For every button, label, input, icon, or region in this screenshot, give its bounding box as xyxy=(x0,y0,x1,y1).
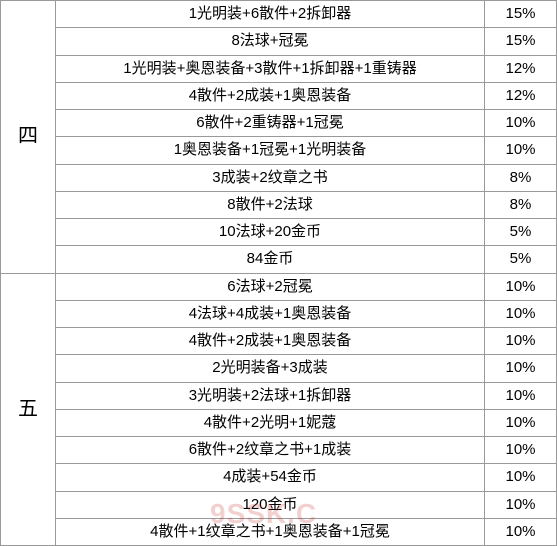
items-cell: 2光明装备+3成装 xyxy=(56,355,485,382)
items-cell: 4法球+4成装+1奥恩装备 xyxy=(56,300,485,327)
tier-cell: 四 xyxy=(1,1,56,274)
pct-cell: 10% xyxy=(485,464,557,491)
pct-cell: 5% xyxy=(485,219,557,246)
pct-cell: 10% xyxy=(485,110,557,137)
pct-cell: 10% xyxy=(485,273,557,300)
items-cell: 1光明装+6散件+2拆卸器 xyxy=(56,1,485,28)
pct-cell: 12% xyxy=(485,55,557,82)
items-cell: 4散件+2成装+1奥恩装备 xyxy=(56,328,485,355)
table-row: 6散件+2重铸器+1冠冕10% xyxy=(1,110,557,137)
pct-cell: 10% xyxy=(485,437,557,464)
table-row: 1光明装+奥恩装备+3散件+1拆卸器+1重铸器12% xyxy=(1,55,557,82)
table-body: 四1光明装+6散件+2拆卸器15%8法球+冠冕15%1光明装+奥恩装备+3散件+… xyxy=(1,1,557,546)
pct-cell: 10% xyxy=(485,382,557,409)
pct-cell: 8% xyxy=(485,191,557,218)
table-row: 五6法球+2冠冕10% xyxy=(1,273,557,300)
pct-cell: 10% xyxy=(485,518,557,545)
pct-cell: 15% xyxy=(485,1,557,28)
items-cell: 1奥恩装备+1冠冕+1光明装备 xyxy=(56,137,485,164)
table-row: 84金币5% xyxy=(1,246,557,273)
items-cell: 8散件+2法球 xyxy=(56,191,485,218)
pct-cell: 5% xyxy=(485,246,557,273)
table-row: 3光明装+2法球+1拆卸器10% xyxy=(1,382,557,409)
pct-cell: 8% xyxy=(485,164,557,191)
items-cell: 4散件+2成装+1奥恩装备 xyxy=(56,82,485,109)
items-cell: 120金币 xyxy=(56,491,485,518)
items-cell: 10法球+20金币 xyxy=(56,219,485,246)
items-cell: 8法球+冠冕 xyxy=(56,28,485,55)
table-row: 4散件+2光明+1妮蔻10% xyxy=(1,409,557,436)
table-row: 6散件+2纹章之书+1成装10% xyxy=(1,437,557,464)
pct-cell: 10% xyxy=(485,409,557,436)
pct-cell: 12% xyxy=(485,82,557,109)
items-cell: 4散件+2光明+1妮蔻 xyxy=(56,409,485,436)
table-row: 120金币10% xyxy=(1,491,557,518)
items-cell: 4成装+54金币 xyxy=(56,464,485,491)
drop-table: 四1光明装+6散件+2拆卸器15%8法球+冠冕15%1光明装+奥恩装备+3散件+… xyxy=(0,0,557,546)
table-row: 10法球+20金币5% xyxy=(1,219,557,246)
items-cell: 3成装+2纹章之书 xyxy=(56,164,485,191)
table-row: 4法球+4成装+1奥恩装备10% xyxy=(1,300,557,327)
items-cell: 84金币 xyxy=(56,246,485,273)
table-row: 4散件+1纹章之书+1奥恩装备+1冠冕10% xyxy=(1,518,557,545)
table-row: 8法球+冠冕15% xyxy=(1,28,557,55)
pct-cell: 10% xyxy=(485,491,557,518)
table-row: 4散件+2成装+1奥恩装备10% xyxy=(1,328,557,355)
table-row: 四1光明装+6散件+2拆卸器15% xyxy=(1,1,557,28)
table-container: 四1光明装+6散件+2拆卸器15%8法球+冠冕15%1光明装+奥恩装备+3散件+… xyxy=(0,0,557,546)
pct-cell: 15% xyxy=(485,28,557,55)
items-cell: 6法球+2冠冕 xyxy=(56,273,485,300)
items-cell: 6散件+2纹章之书+1成装 xyxy=(56,437,485,464)
items-cell: 3光明装+2法球+1拆卸器 xyxy=(56,382,485,409)
table-row: 4散件+2成装+1奥恩装备12% xyxy=(1,82,557,109)
pct-cell: 10% xyxy=(485,355,557,382)
tier-cell: 五 xyxy=(1,273,56,546)
table-row: 4成装+54金币10% xyxy=(1,464,557,491)
table-row: 1奥恩装备+1冠冕+1光明装备10% xyxy=(1,137,557,164)
table-row: 8散件+2法球8% xyxy=(1,191,557,218)
items-cell: 4散件+1纹章之书+1奥恩装备+1冠冕 xyxy=(56,518,485,545)
table-row: 2光明装备+3成装10% xyxy=(1,355,557,382)
pct-cell: 10% xyxy=(485,328,557,355)
pct-cell: 10% xyxy=(485,300,557,327)
items-cell: 1光明装+奥恩装备+3散件+1拆卸器+1重铸器 xyxy=(56,55,485,82)
items-cell: 6散件+2重铸器+1冠冕 xyxy=(56,110,485,137)
pct-cell: 10% xyxy=(485,137,557,164)
table-row: 3成装+2纹章之书8% xyxy=(1,164,557,191)
